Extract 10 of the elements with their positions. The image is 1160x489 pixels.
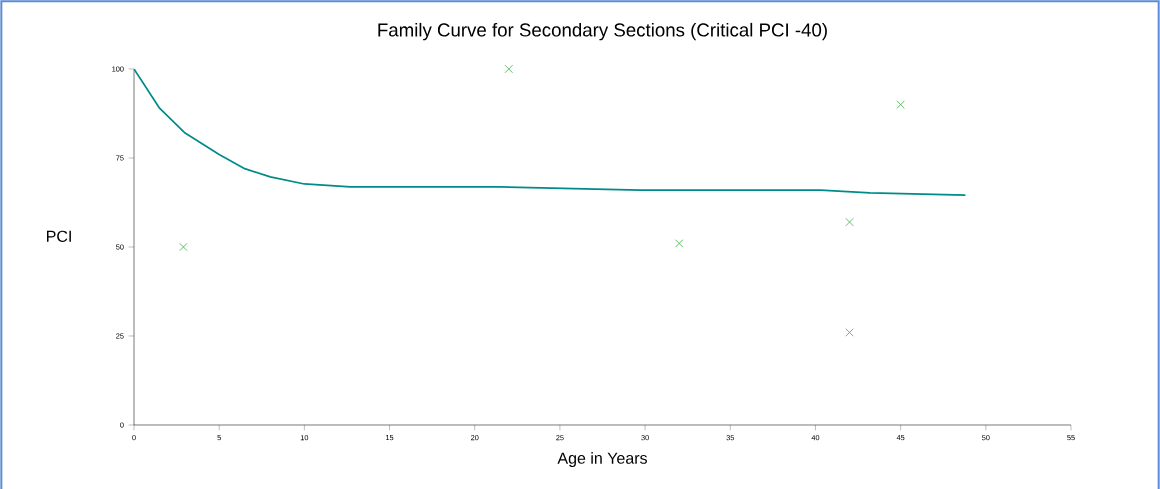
point [179,242,188,252]
y-axis-title: PCI [47,230,71,242]
line-series [134,69,967,196]
chart-title: Family Curve for Secondary Sections (Critical PCI -40) [378,22,827,41]
point [845,217,854,227]
point [845,328,854,337]
point [896,100,905,109]
point [504,64,513,74]
x-axis-title: Age in Years [557,452,647,467]
point [675,239,684,248]
